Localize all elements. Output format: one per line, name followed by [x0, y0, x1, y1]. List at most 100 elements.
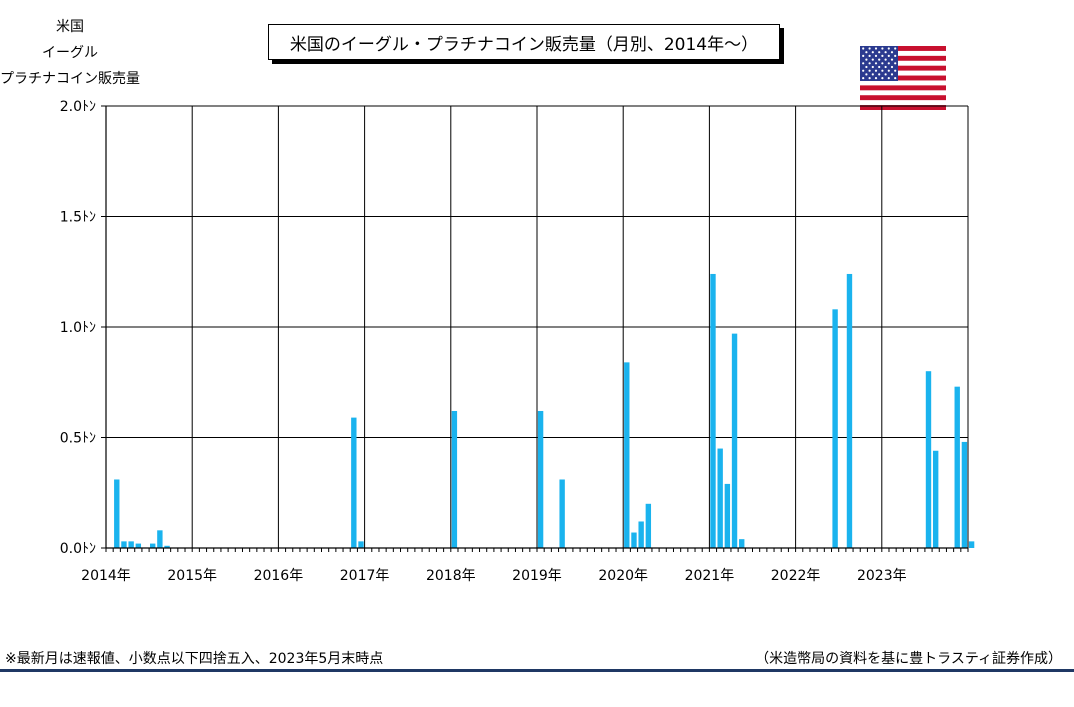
flag-stripe [860, 105, 946, 110]
flag-star [874, 47, 878, 50]
bar [451, 410, 458, 548]
flag-star [890, 73, 894, 76]
flag-star [890, 51, 894, 54]
x-tick-label: 2015年 [167, 568, 217, 584]
chart-title-box: 米国のイーグル・プラチナコイン販売量（月別、2014年～） [268, 24, 780, 60]
flag-star [881, 62, 884, 65]
flag-star [881, 47, 884, 50]
flag-star [868, 77, 871, 80]
flag-star [887, 47, 890, 50]
flag-star [862, 62, 865, 65]
x-tick-labels: 2014年 2015年 2016年 2017年 2018年 2019年 2020年 2021年… [81, 568, 906, 584]
flag-star [881, 54, 884, 57]
y-axis-title-line-3: プラチナコイン販売量 [0, 71, 140, 87]
y-axis-title: 米国 イーグル プラチナコイン販売量 [0, 14, 140, 92]
flag-star [862, 47, 865, 50]
flag-star [894, 54, 897, 57]
x-tick-label: 2022年 [771, 568, 821, 584]
y-tick-label: 1.5ﾄﾝ [60, 210, 96, 226]
flag-stripe [860, 100, 946, 106]
flag-star [887, 69, 890, 72]
flag-star [868, 62, 871, 65]
x-tick-label: 2016年 [254, 568, 304, 584]
flag-star [894, 69, 897, 72]
y-tick-label: 0.5ﾄﾝ [60, 431, 96, 447]
flag-star [884, 58, 887, 61]
bar [954, 386, 960, 548]
flag-star [868, 69, 871, 72]
flag-star [862, 77, 865, 80]
bar [164, 545, 170, 548]
source-note: （米造幣局の資料を基に豊トラスティ証券作成） [755, 651, 1062, 667]
bar [638, 521, 644, 548]
flag-star [874, 69, 878, 72]
flag-stripe [860, 70, 946, 76]
flag-star [862, 54, 865, 57]
y-tick-label: 2.0ﾄﾝ [60, 99, 96, 115]
flag-stripe [860, 85, 946, 91]
bars [114, 273, 975, 548]
bar [135, 543, 142, 548]
y-tick-label: 1.0ﾄﾝ [60, 320, 96, 336]
flag-star [874, 54, 878, 57]
flag-star [874, 77, 878, 80]
x-tick-label: 2017年 [340, 568, 390, 584]
x-tick-label: 2014年 [81, 568, 131, 584]
bar [932, 450, 939, 548]
us-flag-icon [860, 46, 946, 110]
footer-rule [0, 669, 1074, 672]
bar [624, 362, 630, 548]
bar [114, 479, 120, 548]
x-tick-label: 2021年 [685, 568, 735, 584]
flag-star [871, 65, 874, 69]
flag-star [884, 51, 887, 54]
bar [968, 541, 975, 548]
flag-stripe [860, 95, 946, 101]
flag-star [868, 47, 871, 50]
flag-star [865, 51, 868, 54]
bar [645, 503, 652, 548]
flag-star [862, 69, 865, 72]
bar [121, 541, 127, 548]
flag-star [890, 58, 894, 61]
bar [631, 532, 637, 548]
flag-star [865, 73, 868, 76]
flag-star [894, 62, 897, 65]
bar [351, 417, 357, 548]
flag-star [868, 54, 871, 57]
flag-stripe [860, 46, 946, 52]
axes [101, 105, 969, 552]
flag-star [865, 58, 868, 61]
x-tick-label: 2020年 [598, 568, 648, 584]
flag-star [887, 62, 890, 65]
flag-star [894, 77, 897, 80]
bar [710, 273, 716, 548]
bar [925, 371, 932, 548]
grid [105, 105, 969, 549]
bar [537, 410, 544, 548]
x-tick-label: 2019年 [512, 568, 562, 584]
flag-star [878, 65, 881, 69]
flag-star [894, 47, 897, 50]
x-tick-label: 2023年 [857, 568, 907, 584]
flag-stripe [860, 80, 946, 86]
flag-stripe [860, 90, 946, 96]
y-tick-labels: 0.0ﾄﾝ 0.5ﾄﾝ 1.0ﾄﾝ 1.5ﾄﾝ 2.0ﾄﾝ [60, 99, 96, 557]
flag-star [878, 51, 881, 54]
bar [724, 483, 731, 548]
bar [358, 541, 364, 548]
flag-stripe [860, 55, 946, 62]
flag-star [881, 69, 884, 72]
flag-star [881, 77, 884, 80]
bar [157, 530, 163, 548]
bar [961, 441, 968, 548]
flag-star [871, 51, 874, 54]
y-axis-title-line-2: イーグル [42, 45, 98, 61]
flag-star [874, 62, 878, 65]
flag-stripe [860, 60, 946, 66]
chart-title: 米国のイーグル・プラチナコイン販売量（月別、2014年～） [289, 34, 759, 55]
flag-star [865, 65, 868, 69]
flag-star [871, 73, 874, 76]
y-axis-title-line-1: 米国 [56, 19, 84, 35]
x-tick-label: 2018年 [426, 568, 476, 584]
